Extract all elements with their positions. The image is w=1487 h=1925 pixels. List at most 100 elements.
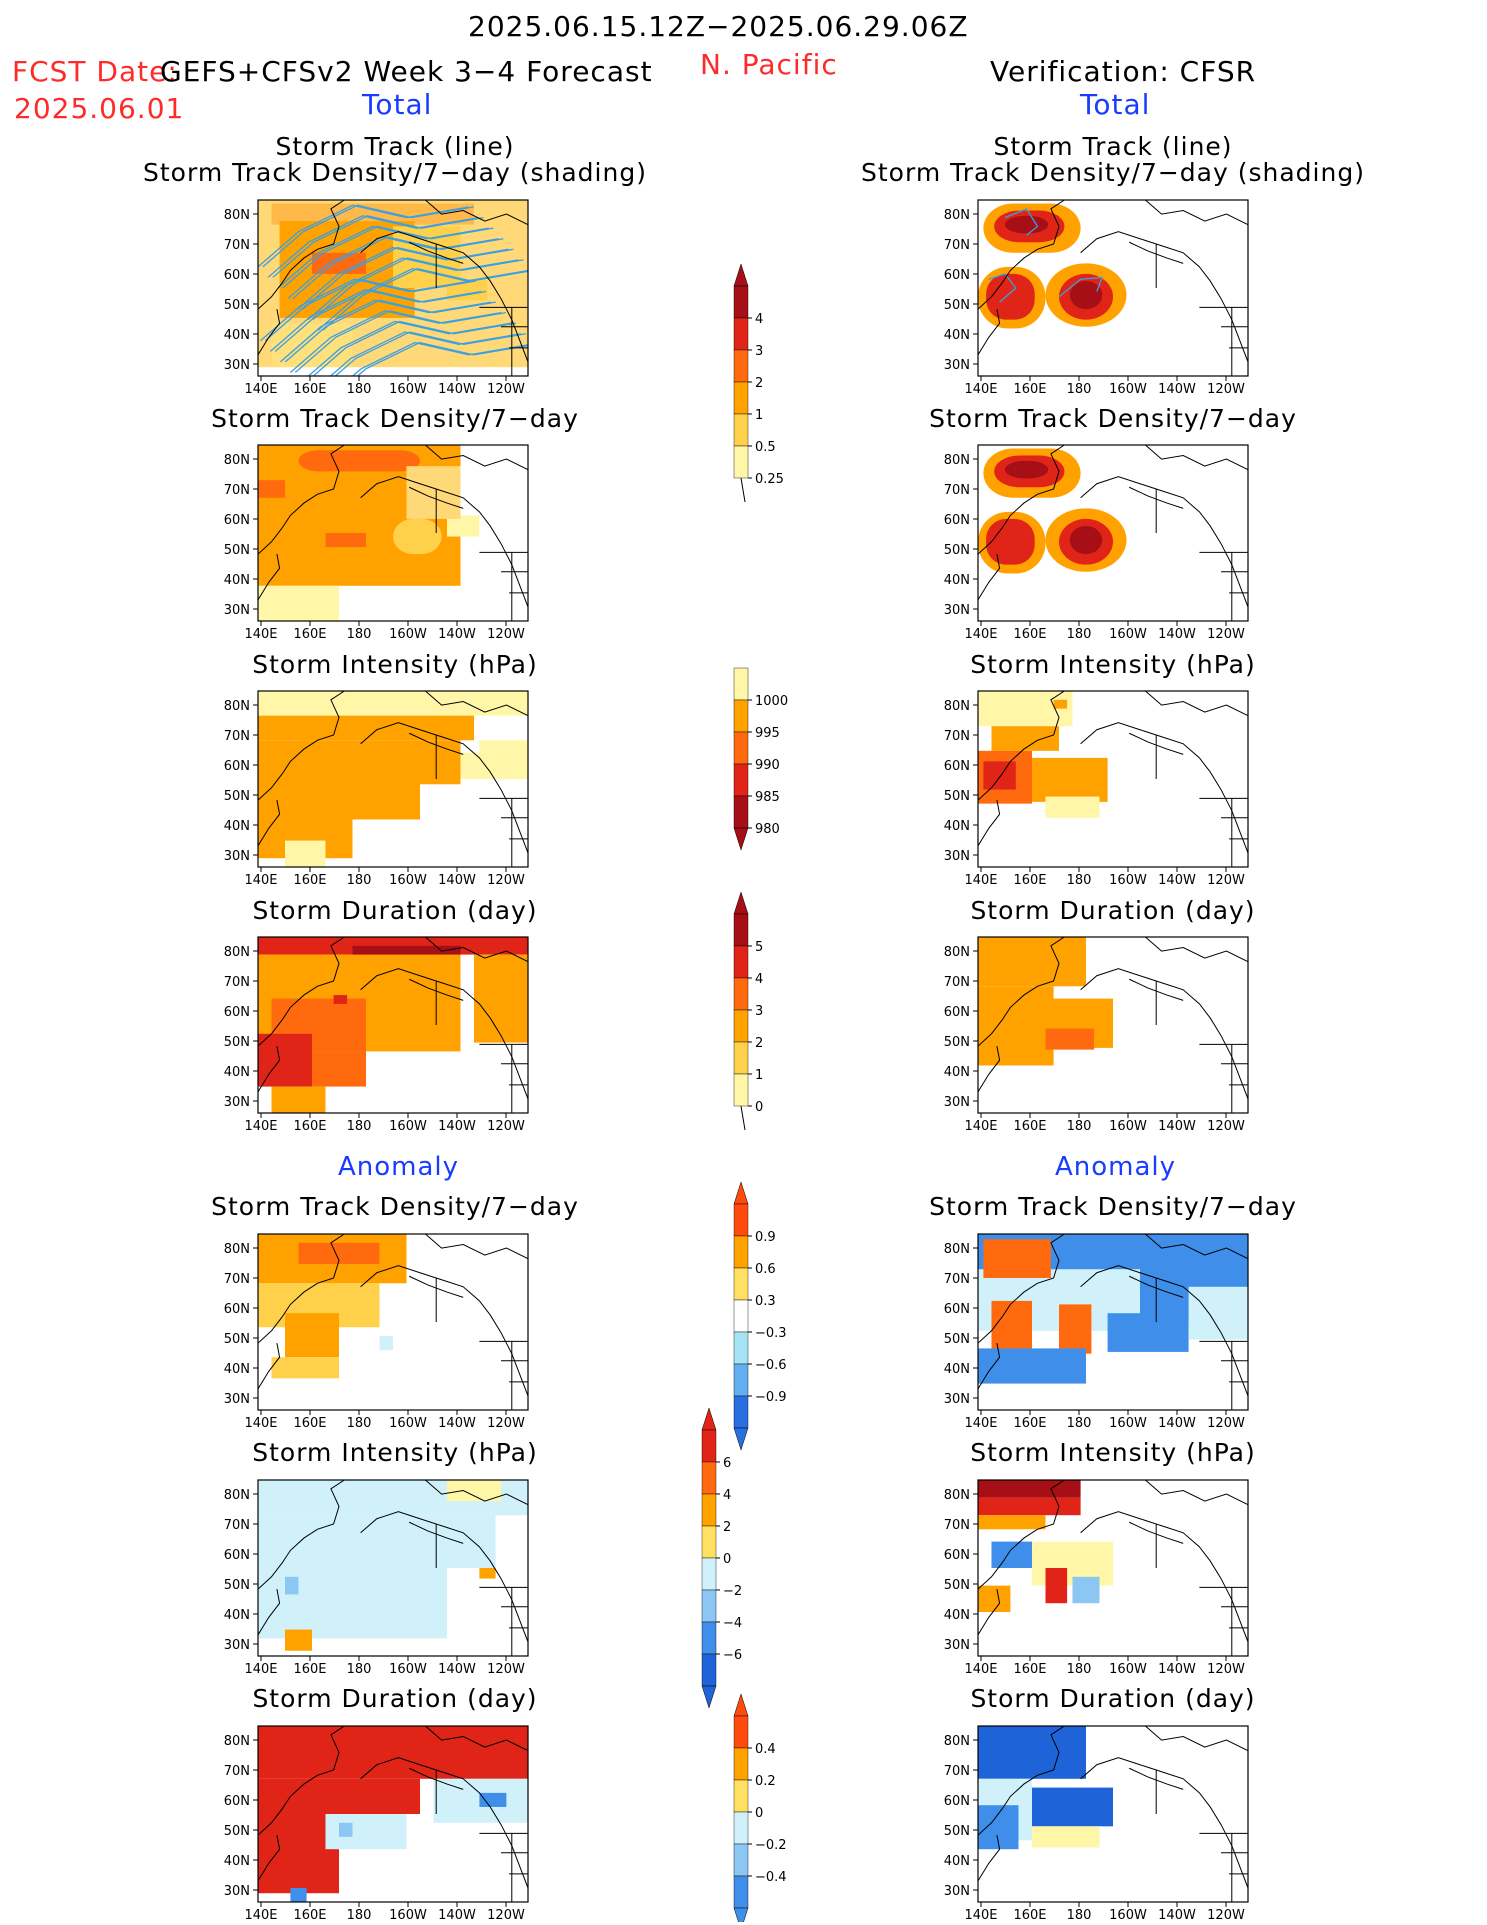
colorbar-label: 0.6 xyxy=(755,1262,776,1277)
field-layer xyxy=(978,937,1248,1113)
lat-tick-label: 50N xyxy=(944,1035,970,1050)
lon-tick-label: 160E xyxy=(293,627,326,641)
coastline xyxy=(425,445,528,471)
shaded-cell xyxy=(1045,1028,1095,1050)
coastline xyxy=(978,1343,1001,1390)
lat-tick-label: 80N xyxy=(944,1734,970,1749)
shaded-cell xyxy=(285,840,326,867)
map-forecast-density: 80N 70N 60N 50N 40N 30N 140E 160E 180 160W 140W 120… xyxy=(224,444,529,641)
lat-tick-label: 40N xyxy=(224,573,250,588)
coastline xyxy=(360,722,528,854)
colorbar-segment xyxy=(733,1843,749,1877)
shaded-cell xyxy=(258,1778,420,1814)
lat-tick-label: 50N xyxy=(224,1824,250,1839)
map-verif-track: 80N 70N 60N 50N 40N 30N 140E 160E 180 160W 140W 120… xyxy=(944,199,1249,396)
lat-tick-label: 30N xyxy=(944,1884,970,1899)
shaded-cell xyxy=(271,203,474,225)
lon-tick-label: 120W xyxy=(487,1662,525,1676)
colorbar-label: 0.5 xyxy=(755,440,776,455)
lat-tick-label: 30N xyxy=(224,1392,250,1407)
title-vf-duration: Storm Duration (day) xyxy=(970,896,1256,925)
shaded-cell xyxy=(479,740,528,779)
lat-tick-label: 40N xyxy=(224,1608,250,1623)
lat-tick-label: 50N xyxy=(224,1035,250,1050)
coastline xyxy=(1145,1726,1248,1752)
shaded-cell xyxy=(1188,1286,1248,1340)
shaded-cell xyxy=(1059,1304,1092,1354)
colorbar-arrow-up xyxy=(733,1693,749,1717)
colorbar-label: 2 xyxy=(755,376,763,391)
shaded-cell xyxy=(479,1568,496,1579)
lon-tick-label: 120W xyxy=(1207,627,1245,641)
shaded-cell xyxy=(339,1822,353,1837)
lat-tick-label: 40N xyxy=(944,819,970,834)
lat-tick-label: 50N xyxy=(224,1578,250,1593)
plot-frame xyxy=(977,1725,1249,1903)
region-label: N. Pacific xyxy=(700,48,838,81)
lon-tick-label: 180 xyxy=(1067,1416,1092,1430)
lon-tick-label: 140W xyxy=(438,382,476,396)
storm-track-line xyxy=(1058,276,1104,298)
forecast-anomaly-label: Anomaly xyxy=(338,1152,460,1182)
date-range: 2025.06.15.12Z−2025.06.29.06Z xyxy=(468,10,969,43)
lon-tick-label: 160E xyxy=(293,1416,326,1430)
lon-tick-label: 160E xyxy=(293,1908,326,1922)
lon-tick-label: 140W xyxy=(1158,627,1196,641)
colorbar-segment xyxy=(733,763,749,797)
colorbar-label: 1 xyxy=(755,408,763,423)
storm-track-line xyxy=(269,289,482,352)
lat-tick-label: 60N xyxy=(224,1794,250,1809)
shaded-cell xyxy=(978,1726,1086,1779)
colorbar-segment xyxy=(701,1589,717,1623)
colorbar-label: 2 xyxy=(755,1036,763,1051)
lat-tick-label: 80N xyxy=(944,453,970,468)
colorbar-segment xyxy=(733,945,749,979)
lon-tick-label: 140E xyxy=(244,1662,277,1676)
lat-tick-label: 70N xyxy=(944,1272,970,1287)
shaded-cell xyxy=(393,226,461,288)
coastline xyxy=(1145,445,1248,471)
colorbar-label: 0 xyxy=(723,1552,731,1567)
coastline xyxy=(1080,722,1248,854)
coastline xyxy=(978,1726,1065,1836)
storm-track-line xyxy=(294,310,506,373)
shaded-cell xyxy=(983,1239,1051,1278)
lat-tick-label: 80N xyxy=(944,1488,970,1503)
coastline xyxy=(978,691,1065,801)
plot-frame xyxy=(257,199,529,377)
lat-tick-label: 40N xyxy=(944,1608,970,1623)
colorbar-segment xyxy=(701,1653,717,1687)
lon-tick-label: 160W xyxy=(1109,1416,1147,1430)
storm-track-line xyxy=(284,299,496,363)
coastline xyxy=(360,968,528,1100)
shaded-cell xyxy=(285,1313,339,1358)
coastline xyxy=(408,1767,464,1790)
shaded-cell xyxy=(447,1515,496,1568)
colorbar-label: 2 xyxy=(723,1520,731,1535)
lat-tick-label: 30N xyxy=(224,1095,250,1110)
coastline xyxy=(978,1835,1001,1882)
coastline xyxy=(408,1275,464,1298)
lat-tick-label: 30N xyxy=(944,849,970,864)
colorbar-arrow-up xyxy=(733,1181,749,1205)
shaded-cell xyxy=(991,1300,1032,1354)
colorbar-segment xyxy=(733,349,749,383)
shaded-cell xyxy=(420,740,461,785)
colorbar-segment xyxy=(733,445,749,479)
colorbar-segment xyxy=(733,413,749,447)
lon-tick-label: 160W xyxy=(389,627,427,641)
field-layer xyxy=(978,445,1248,621)
colorbar-label: −0.3 xyxy=(755,1326,787,1341)
lat-tick-label: 80N xyxy=(944,208,970,223)
lon-tick-label: 180 xyxy=(347,1908,372,1922)
coastline xyxy=(1145,691,1248,717)
lat-tick-label: 70N xyxy=(224,1518,250,1533)
coastline xyxy=(408,978,464,1001)
shaded-cell xyxy=(325,1814,407,1850)
colorbar-label: 995 xyxy=(755,726,780,741)
shaded-cell xyxy=(447,1480,501,1502)
colorbar-label: 4 xyxy=(723,1488,731,1503)
shaded-cell xyxy=(983,761,1016,790)
shaded-cell xyxy=(312,252,366,274)
colorbar-label: 3 xyxy=(755,344,763,359)
